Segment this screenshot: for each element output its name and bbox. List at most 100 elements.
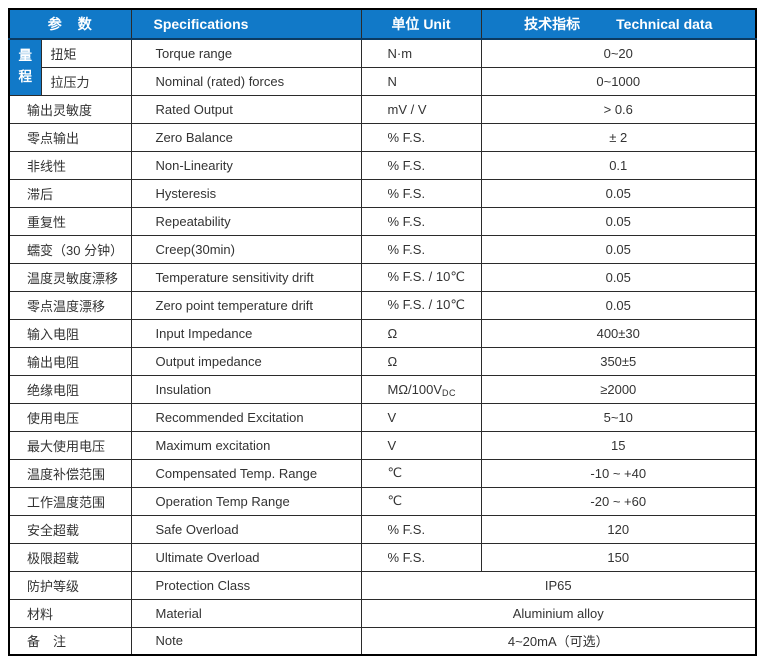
unit-cell: ℃ — [360, 486, 482, 516]
value-cell: -20 ~ +60 — [480, 486, 757, 516]
unit-cell: % F.S. — [360, 150, 482, 180]
unit-cell: Ω — [360, 318, 482, 348]
spec-cell: Insulation — [130, 374, 362, 404]
param-cell: 零点温度漂移 — [8, 290, 132, 320]
unit-subscript: DC — [442, 387, 457, 398]
table-row: 输入电阻 Input Impedance Ω 400±30 — [8, 318, 757, 348]
spec-cell: Recommended Excitation — [130, 402, 362, 432]
unit-cell: MΩ/100VDC — [360, 374, 482, 404]
param-cell: 扭矩 — [40, 38, 132, 68]
unit-cell: % F.S. / 10℃ — [360, 290, 482, 320]
param-cell: 使用电压 — [8, 402, 132, 432]
param-cell: 滞后 — [8, 178, 132, 208]
spec-table: 参 数 Specifications 单位 Unit 技术指标 Technical… — [8, 8, 757, 656]
table-row: 备 注 Note 4~20mA（可选） — [8, 626, 757, 656]
header-row: 参 数 Specifications 单位 Unit 技术指标 Technical… — [8, 8, 757, 40]
spec-cell: Compensated Temp. Range — [130, 458, 362, 488]
range-group-cell: 量程 — [8, 38, 42, 96]
spec-cell: Input Impedance — [130, 318, 362, 348]
param-cell: 防护等级 — [8, 570, 132, 600]
table-row: 输出电阻 Output impedance Ω 350±5 — [8, 346, 757, 376]
param-cell: 蠕变（30 分钟） — [8, 234, 132, 264]
spec-cell: Temperature sensitivity drift — [130, 262, 362, 292]
header-param: 参 数 — [8, 8, 132, 40]
table-row: 重复性 Repeatability % F.S. 0.05 — [8, 206, 757, 236]
value-cell: 150 — [480, 542, 757, 572]
table-row: 工作温度范围 Operation Temp Range ℃ -20 ~ +60 — [8, 486, 757, 516]
spec-cell: Operation Temp Range — [130, 486, 362, 516]
unit-cell: % F.S. — [360, 122, 482, 152]
param-cell: 输出灵敏度 — [8, 94, 132, 124]
param-cell: 零点输出 — [8, 122, 132, 152]
value-cell: 0.05 — [480, 262, 757, 292]
spec-cell: Safe Overload — [130, 514, 362, 544]
unit-cell: mV / V — [360, 94, 482, 124]
header-technical-data-cn: 技术指标 — [524, 16, 581, 32]
param-cell: 最大使用电压 — [8, 430, 132, 460]
table-row: 非线性 Non-Linearity % F.S. 0.1 — [8, 150, 757, 180]
spec-cell: Zero point temperature drift — [130, 290, 362, 320]
param-cell: 工作温度范围 — [8, 486, 132, 516]
unit-cell: % F.S. / 10℃ — [360, 262, 482, 292]
unit-cell: % F.S. — [360, 542, 482, 572]
spec-cell: Rated Output — [130, 94, 362, 124]
value-cell: 120 — [480, 514, 757, 544]
table-row: 安全超载 Safe Overload % F.S. 120 — [8, 514, 757, 544]
table-row: 滞后 Hysteresis % F.S. 0.05 — [8, 178, 757, 208]
param-cell: 备 注 — [8, 626, 132, 656]
unit-cell: N — [360, 66, 482, 96]
merged-value-cell: 4~20mA（可选） — [360, 626, 757, 656]
header-technical-data: 技术指标 Technical data — [480, 8, 757, 40]
spec-cell: Protection Class — [130, 570, 362, 600]
value-cell: 0.05 — [480, 234, 757, 264]
merged-value-cell: IP65 — [360, 570, 757, 600]
value-cell: ± 2 — [480, 122, 757, 152]
spec-cell: Nominal (rated) forces — [130, 66, 362, 96]
unit-text: MΩ/100V — [387, 381, 443, 397]
param-cell: 温度补偿范围 — [8, 458, 132, 488]
table-row: 蠕变（30 分钟） Creep(30min) % F.S. 0.05 — [8, 234, 757, 264]
table-row: 零点温度漂移 Zero point temperature drift % F.… — [8, 290, 757, 320]
unit-cell: V — [360, 430, 482, 460]
table-row: 温度灵敏度漂移 Temperature sensitivity drift % … — [8, 262, 757, 292]
value-cell: 0.05 — [480, 206, 757, 236]
unit-cell: V — [360, 402, 482, 432]
value-cell: 0~1000 — [480, 66, 757, 96]
table-row: 输出灵敏度 Rated Output mV / V > 0.6 — [8, 94, 757, 124]
table-row: 量程 扭矩 Torque range N·m 0~20 — [8, 38, 757, 96]
unit-cell: % F.S. — [360, 514, 482, 544]
header-unit: 单位 Unit — [360, 8, 482, 40]
value-cell: 15 — [480, 430, 757, 460]
spec-cell: Output impedance — [130, 346, 362, 376]
value-cell: 5~10 — [480, 402, 757, 432]
spec-cell: Material — [130, 598, 362, 628]
param-cell: 重复性 — [8, 206, 132, 236]
spec-cell: Hysteresis — [130, 178, 362, 208]
param-cell: 温度灵敏度漂移 — [8, 262, 132, 292]
param-cell: 输入电阻 — [8, 318, 132, 348]
unit-cell: ℃ — [360, 458, 482, 488]
param-cell: 安全超载 — [8, 514, 132, 544]
value-cell: 0.05 — [480, 178, 757, 208]
spec-cell: Repeatability — [130, 206, 362, 236]
param-cell: 材料 — [8, 598, 132, 628]
table-row: 温度补偿范围 Compensated Temp. Range ℃ -10 ~ +… — [8, 458, 757, 488]
spec-cell: Zero Balance — [130, 122, 362, 152]
table-row: 极限超载 Ultimate Overload % F.S. 150 — [8, 542, 757, 572]
unit-cell: Ω — [360, 346, 482, 376]
spec-cell: Creep(30min) — [130, 234, 362, 264]
spec-cell: Non-Linearity — [130, 150, 362, 180]
param-cell: 拉压力 — [40, 66, 132, 96]
unit-cell: N·m — [360, 38, 482, 68]
table-row: 材料 Material Aluminium alloy — [8, 598, 757, 628]
table-row: 防护等级 Protection Class IP65 — [8, 570, 757, 600]
table-row: 最大使用电压 Maximum excitation V 15 — [8, 430, 757, 460]
value-cell: > 0.6 — [480, 94, 757, 124]
spec-cell: Ultimate Overload — [130, 542, 362, 572]
header-specifications: Specifications — [130, 8, 362, 40]
spec-cell: Torque range — [130, 38, 362, 68]
merged-value-cell: Aluminium alloy — [360, 598, 757, 628]
value-cell: ≥2000 — [480, 374, 757, 404]
value-cell: 350±5 — [480, 346, 757, 376]
value-cell: 0.05 — [480, 290, 757, 320]
